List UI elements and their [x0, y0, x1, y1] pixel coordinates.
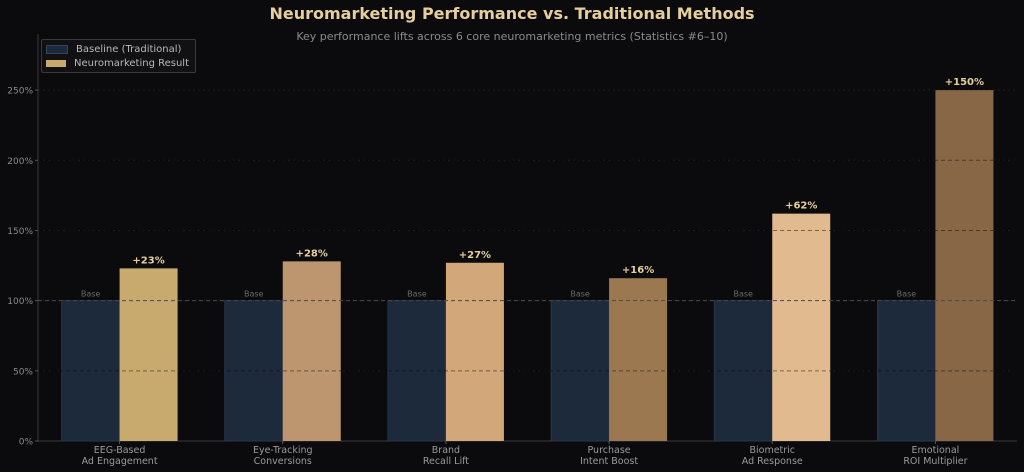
baseline-label: Base [570, 290, 590, 299]
baseline-label: Base [244, 290, 264, 299]
x-tick-label: Emotional [912, 445, 960, 456]
data-label: +150% [945, 77, 984, 88]
y-tick-label: 250% [7, 87, 33, 97]
legend-label-baseline: Baseline (Traditional) [76, 43, 182, 55]
legend-item-baseline: Baseline (Traditional) [46, 42, 189, 56]
baseline-label: Base [407, 290, 427, 299]
legend-swatch-baseline [46, 44, 68, 54]
x-tick-label: Brand [432, 445, 460, 456]
result-bar [609, 278, 668, 441]
x-tick-label: Ad Response [742, 456, 803, 467]
result-bar [935, 90, 994, 441]
x-tick-label: Eye-Tracking [253, 445, 313, 456]
y-tick-label: 50% [13, 367, 33, 377]
legend-swatch-result [46, 59, 66, 67]
legend-label-result: Neuromarketing Result [74, 57, 190, 69]
baseline-label: Base [897, 290, 917, 299]
x-tick-label: EEG-Based [94, 445, 146, 456]
x-tick-label: Recall Lift [423, 456, 469, 467]
y-tick-label: 150% [7, 227, 33, 237]
baseline-label: Base [734, 290, 754, 299]
legend-item-result: Neuromarketing Result [46, 56, 189, 70]
x-tick-label: Intent Boost [580, 456, 638, 467]
x-tick-label: ROI Multiplier [903, 456, 967, 467]
y-tick-label: 100% [7, 297, 33, 307]
legend: Baseline (Traditional) Neuromarketing Re… [41, 39, 197, 73]
x-tick-label: Conversions [254, 456, 312, 467]
baseline-bar [550, 300, 610, 442]
baseline-bar [224, 300, 284, 442]
baseline-bar [877, 300, 936, 442]
x-tick-label: Biometric [749, 445, 795, 456]
result-bar [772, 213, 831, 441]
baseline-label: Base [81, 290, 101, 299]
data-label: +23% [132, 255, 164, 266]
result-bar [282, 261, 341, 441]
baseline-bar [61, 300, 120, 442]
baseline-bar [713, 300, 773, 442]
data-label: +27% [459, 250, 491, 261]
x-tick-label: Ad Engagement [82, 456, 158, 467]
result-bar [119, 268, 178, 441]
data-label: +62% [785, 201, 817, 212]
y-tick-label: 0% [19, 438, 34, 448]
chart-subtitle: Key performance lifts across 6 core neur… [296, 30, 728, 43]
data-label: +28% [296, 248, 328, 259]
y-tick-label: 200% [7, 157, 33, 167]
x-tick-label: Purchase [588, 445, 631, 456]
data-label: +16% [622, 265, 654, 276]
result-bar [445, 262, 504, 441]
chart-title: Neuromarketing Performance vs. Tradition… [269, 4, 755, 23]
